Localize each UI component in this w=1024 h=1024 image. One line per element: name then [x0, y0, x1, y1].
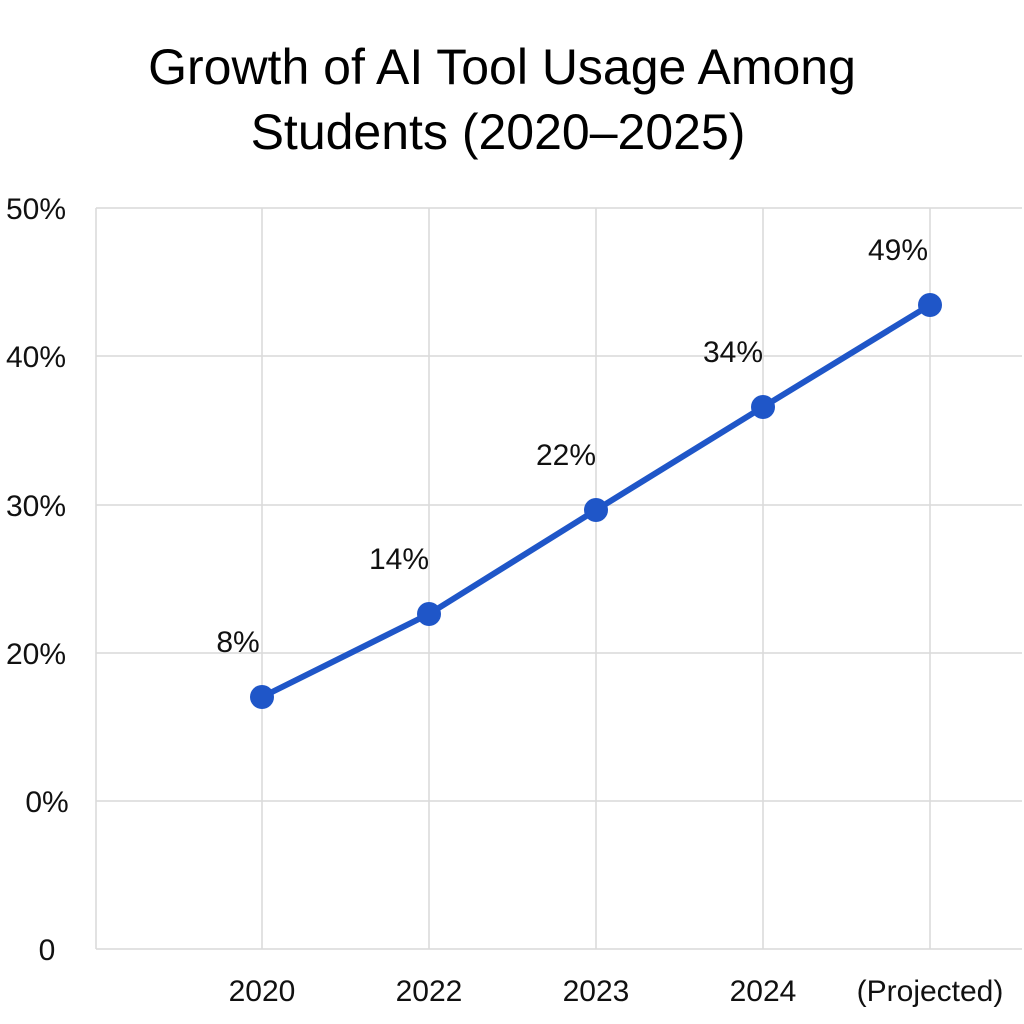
y-tick-label: 0 [39, 934, 56, 967]
data-label: 14% [369, 543, 429, 576]
data-point [751, 395, 775, 419]
x-tick-label: (Projected) [857, 975, 1004, 1008]
x-axis-ticks: 2020 2022 2023 2024 (Projected) [229, 975, 1004, 1008]
data-point [918, 293, 942, 317]
y-tick-label: 40% [6, 341, 66, 374]
data-label: 49% [868, 234, 928, 267]
y-tick-label: 50% [6, 193, 66, 226]
grid [95, 207, 1022, 950]
x-tick-label: 2022 [396, 975, 463, 1008]
y-axis-ticks: 0 0% 20% 30% 40% 50% [6, 193, 69, 967]
data-point [417, 602, 441, 626]
y-tick-label: 20% [6, 638, 66, 671]
chart-title-line-2: Students (2020–2025) [251, 104, 746, 160]
data-point [250, 685, 274, 709]
data-point [584, 498, 608, 522]
x-tick-label: 2024 [730, 975, 797, 1008]
y-tick-label: 30% [6, 490, 66, 523]
x-tick-label: 2020 [229, 975, 296, 1008]
data-label: 34% [703, 336, 763, 369]
x-tick-label: 2023 [563, 975, 630, 1008]
chart-title-line-1: Growth of AI Tool Usage Among [148, 39, 856, 95]
y-tick-label: 0% [25, 786, 68, 819]
data-label: 8% [216, 626, 259, 659]
data-label: 22% [536, 439, 596, 472]
data-labels: 8% 14% 22% 34% 49% [216, 234, 928, 659]
series [250, 293, 942, 709]
